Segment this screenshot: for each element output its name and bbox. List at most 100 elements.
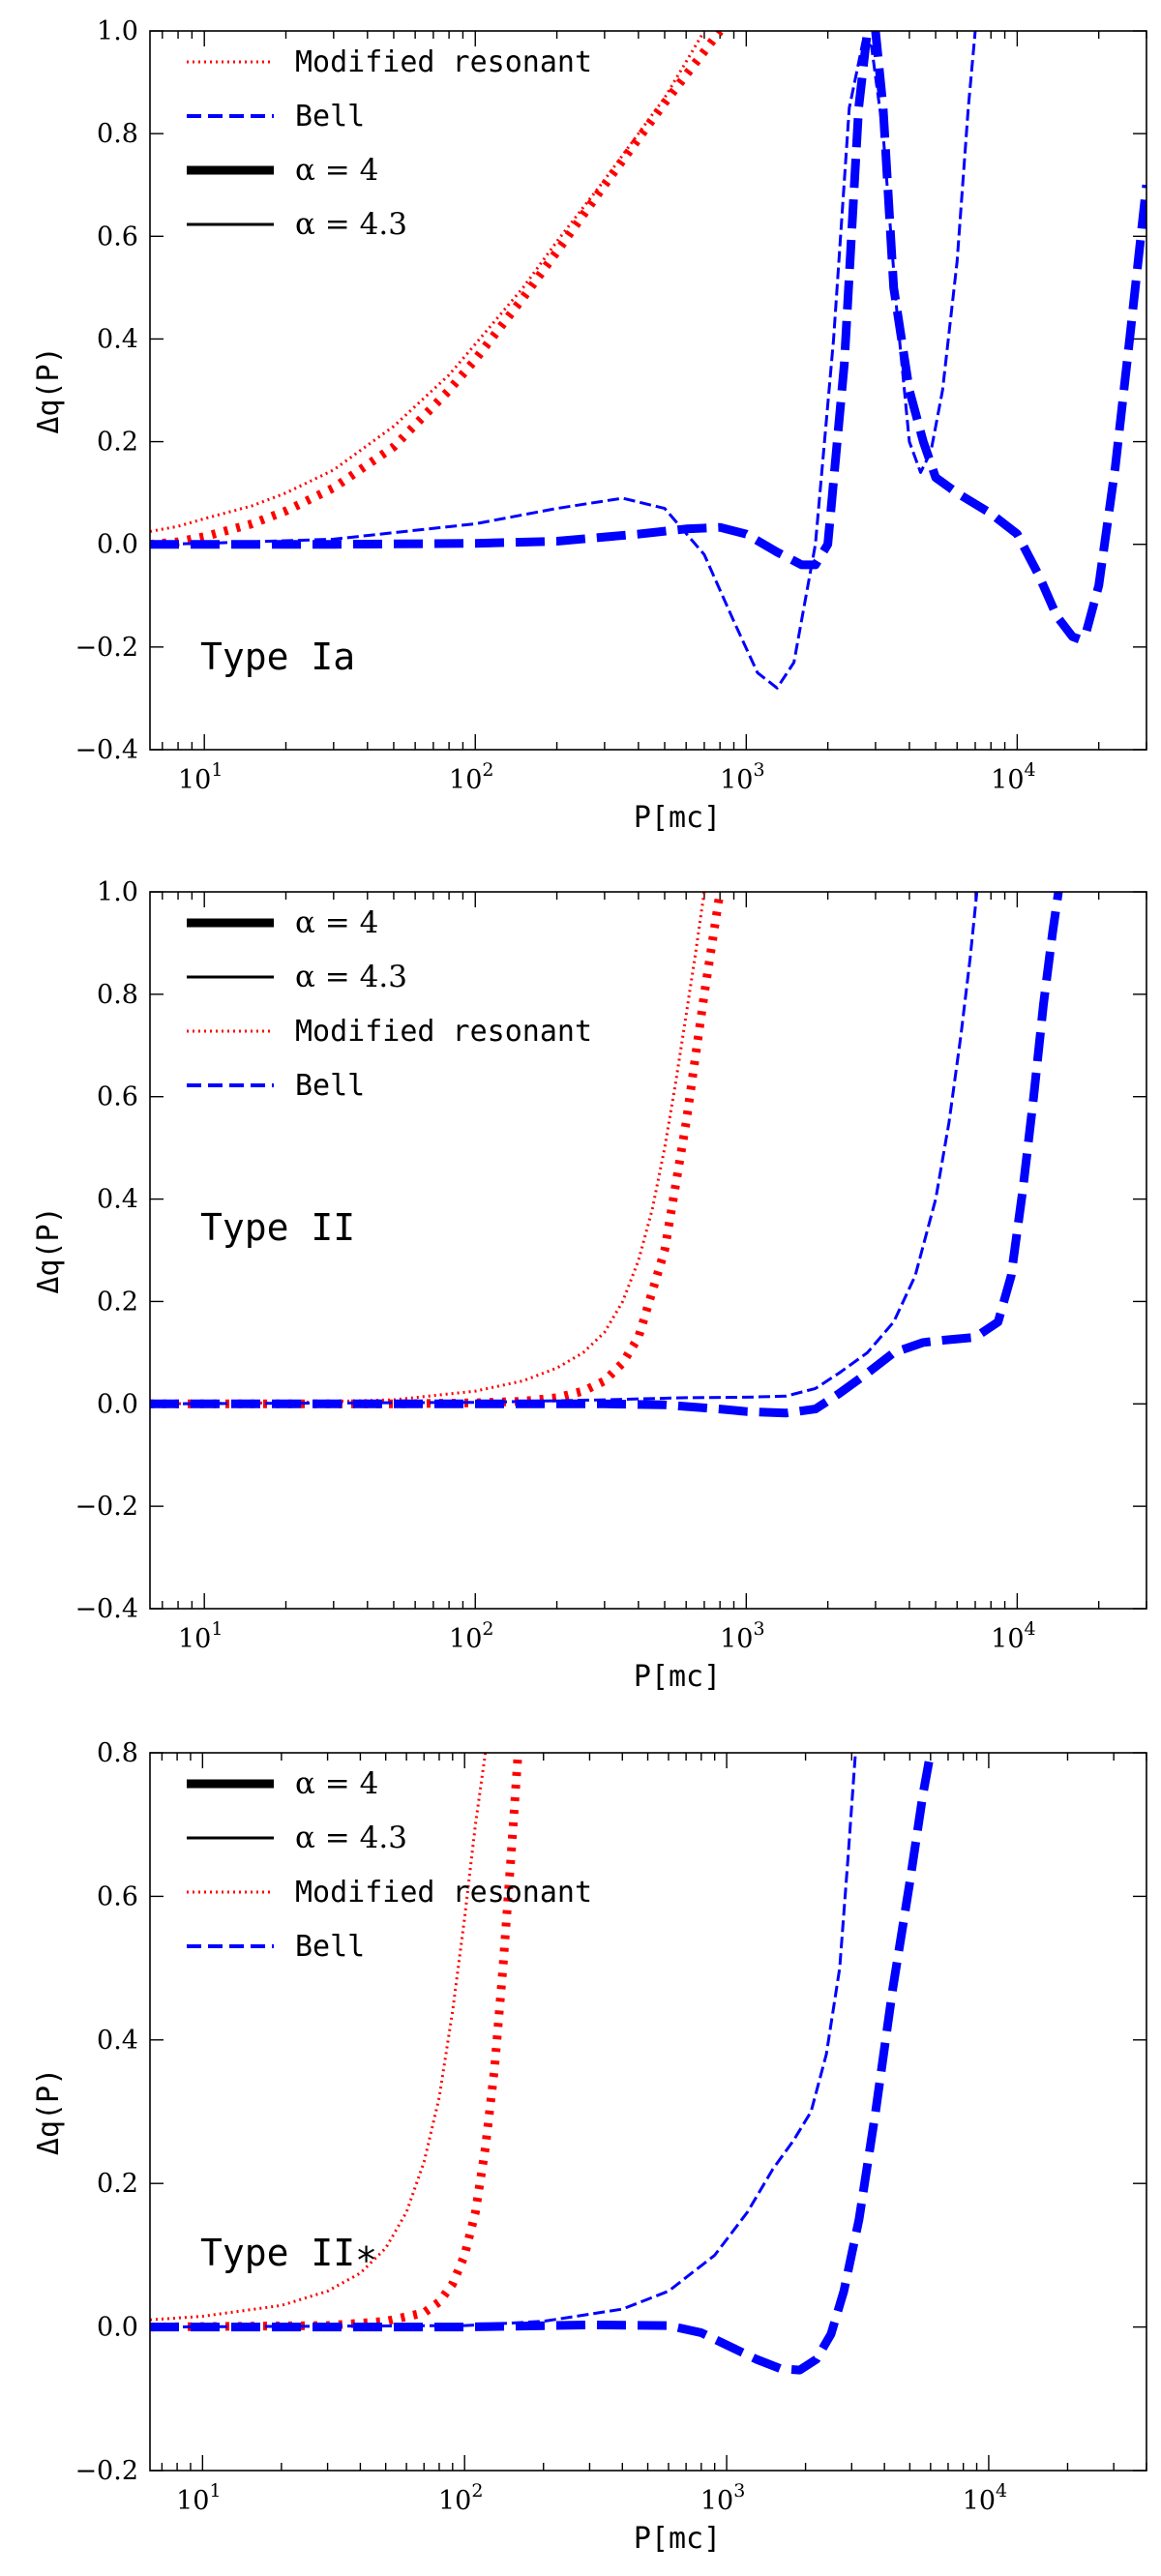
y-tick-label: 0.2 <box>97 2169 138 2199</box>
y-tick-label: 0.4 <box>97 1185 138 1215</box>
x-tick-base: 10 <box>991 1624 1024 1654</box>
axis-ticks <box>150 891 1147 1610</box>
x-tick-base: 10 <box>176 2486 209 2516</box>
x-tick-exponent: 2 <box>482 1618 493 1640</box>
series-line-bell-alpha-4 <box>150 31 1146 644</box>
y-tick-label: −0.2 <box>74 1492 138 1522</box>
legend-label: Bell <box>295 1069 365 1103</box>
x-tick-base: 10 <box>449 1624 482 1654</box>
plot-area <box>150 31 1146 690</box>
x-tick-label: 103 <box>720 759 764 795</box>
y-tick-label: 0.8 <box>97 119 138 149</box>
legend-label: α = 4 <box>295 1766 378 1801</box>
x-axis-label: P[mc] <box>634 2522 721 2556</box>
y-tick-label: 0.0 <box>97 2313 138 2343</box>
x-tick-exponent: 1 <box>211 1618 223 1640</box>
x-tick-base: 10 <box>178 1624 211 1654</box>
y-tick-label: −0.4 <box>74 735 138 765</box>
y-tick-label: 0.8 <box>97 1738 138 1768</box>
y-tick-label: 0.4 <box>97 2026 138 2056</box>
plot-frame <box>149 891 1147 1610</box>
legend: α = 4 α = 4.3 Modified resonant Bell <box>187 905 592 1103</box>
series-line-bell-alpha-4 <box>150 1753 936 2375</box>
y-tick-label: 0.6 <box>97 1082 138 1112</box>
series-line-modified-alpha-4 <box>150 892 725 1408</box>
x-tick-exponent: 1 <box>211 759 223 781</box>
series-line-modified-alpha-4-3 <box>150 31 706 533</box>
y-tick-label: 0.2 <box>97 428 138 458</box>
x-tick-exponent: 4 <box>1025 1618 1036 1640</box>
x-tick-base: 10 <box>438 2486 471 2516</box>
legend-label: α = 4.3 <box>295 1821 407 1855</box>
plot-frame <box>149 30 1147 751</box>
x-tick-base: 10 <box>720 765 753 795</box>
x-tick-label: 104 <box>991 1618 1035 1654</box>
axis-ticks <box>150 30 1147 751</box>
x-tick-base: 10 <box>700 2486 733 2516</box>
legend-label: Modified resonant <box>295 1015 592 1049</box>
y-tick-label: −0.2 <box>74 633 138 663</box>
x-axis-label: P[mc] <box>634 801 721 835</box>
type-annotation: Type Ia <box>200 636 355 678</box>
series-line-modified-alpha-4-3 <box>150 892 706 1406</box>
x-axis-label: P[mc] <box>634 1660 721 1694</box>
x-tick-base: 10 <box>720 1624 753 1654</box>
x-tick-exponent: 2 <box>482 759 493 781</box>
y-axis-label: Δq(P) <box>32 2068 66 2155</box>
y-tick-label: 0.6 <box>97 1881 138 1911</box>
x-tick-exponent: 2 <box>471 2480 483 2502</box>
x-tick-label: 104 <box>963 2480 1007 2516</box>
x-tick-label: 102 <box>449 1618 493 1654</box>
y-axis-label: Δq(P) <box>32 346 66 433</box>
series-line-bell-alpha-4-3 <box>150 1753 857 2329</box>
type-annotation: Type II <box>200 1206 355 1249</box>
x-tick-label: 101 <box>178 1618 223 1654</box>
series-line-bell-alpha-4-3 <box>150 892 979 1406</box>
x-tick-exponent: 3 <box>753 759 764 781</box>
x-tick-exponent: 4 <box>996 2480 1007 2502</box>
legend: Modified resonant Bell α = 4 α = 4.3 <box>187 45 592 242</box>
x-tick-label: 102 <box>438 2480 483 2516</box>
legend-label: α = 4.3 <box>295 960 407 994</box>
y-tick-label: −0.2 <box>74 2456 138 2486</box>
legend-label: α = 4 <box>295 905 378 940</box>
legend: α = 4 α = 4.3 Modified resonant Bell <box>187 1766 592 1964</box>
legend-label: Bell <box>295 1930 365 1964</box>
type-annotation: Type II∗ <box>200 2232 377 2274</box>
y-tick-label: 0.4 <box>97 324 138 354</box>
x-tick-exponent: 1 <box>209 2480 221 2502</box>
x-tick-base: 10 <box>991 765 1024 795</box>
series-line-bell-alpha-4-3 <box>150 31 977 690</box>
x-tick-exponent: 3 <box>733 2480 745 2502</box>
x-tick-label: 101 <box>178 759 223 795</box>
x-tick-label: 103 <box>720 1618 764 1654</box>
y-tick-label: 0.0 <box>97 1389 138 1419</box>
x-tick-label: 101 <box>176 2480 221 2516</box>
legend-label: Bell <box>295 100 365 133</box>
x-tick-label: 104 <box>991 759 1035 795</box>
series-line-bell-alpha-4 <box>150 892 1063 1418</box>
plot-area <box>150 892 1063 1418</box>
y-tick-label: 0.2 <box>97 1287 138 1317</box>
series-line-modified-alpha-4 <box>150 31 724 549</box>
x-tick-base: 10 <box>449 765 482 795</box>
y-tick-label: 1.0 <box>97 16 138 46</box>
plot-area <box>150 1753 936 2375</box>
plot-frame <box>149 1752 1147 2472</box>
y-tick-label: 0.6 <box>97 222 138 252</box>
x-tick-exponent: 4 <box>1025 759 1036 781</box>
x-tick-base: 10 <box>178 765 211 795</box>
y-tick-label: 0.0 <box>97 530 138 560</box>
legend-label: α = 4.3 <box>295 207 407 242</box>
x-tick-label: 102 <box>449 759 493 795</box>
y-axis-label: Δq(P) <box>32 1206 66 1293</box>
x-tick-base: 10 <box>963 2486 996 2516</box>
x-tick-label: 103 <box>700 2480 745 2516</box>
y-tick-label: 1.0 <box>97 877 138 907</box>
legend-label: Modified resonant <box>295 45 592 79</box>
x-tick-exponent: 3 <box>753 1618 764 1640</box>
